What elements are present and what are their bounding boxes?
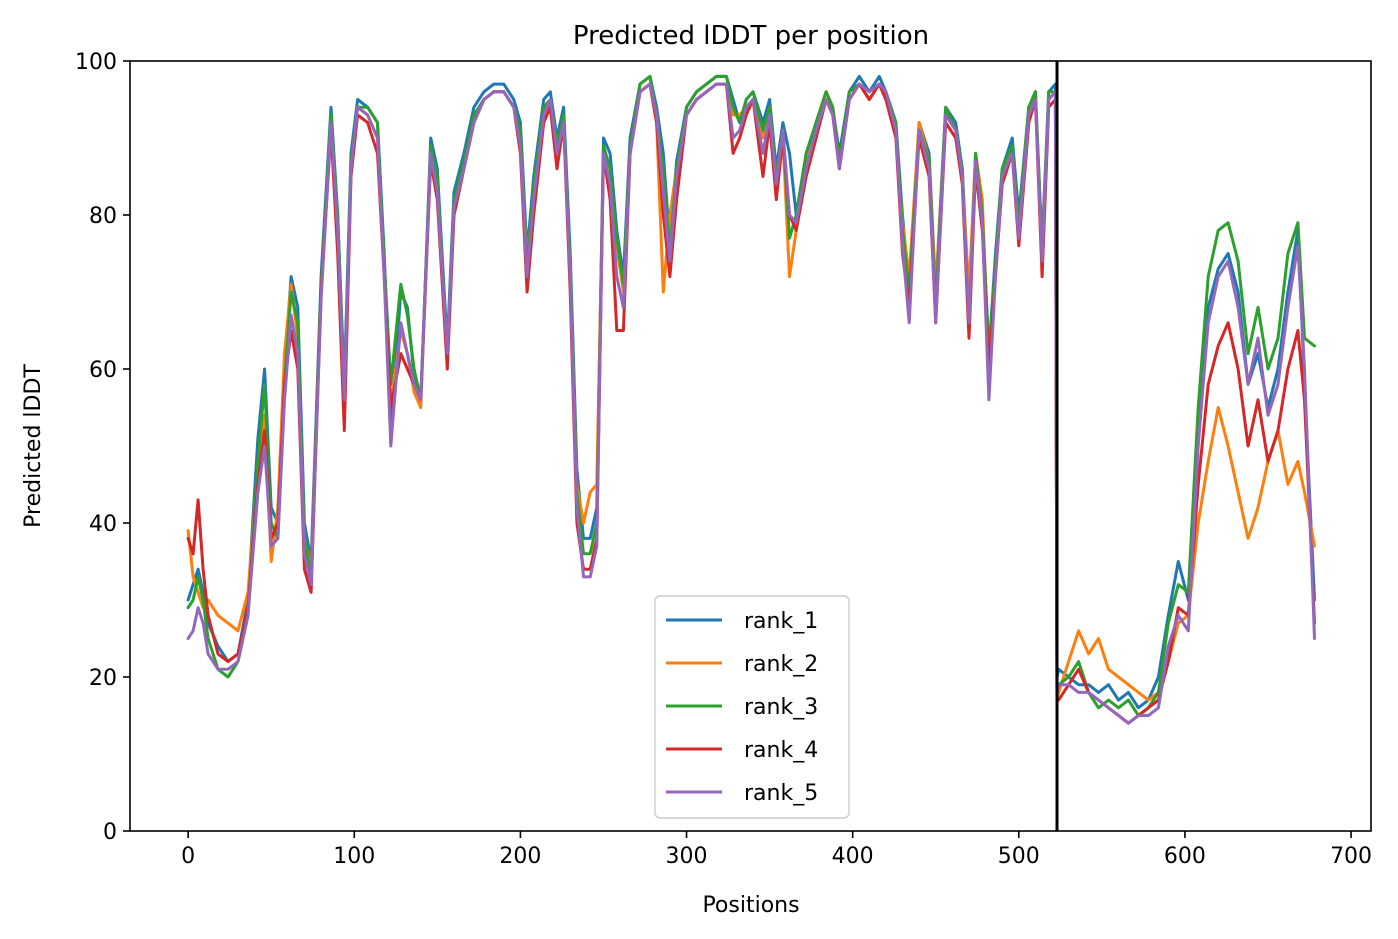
- plot-frame: [129, 60, 1372, 832]
- y-tick-label: 80: [89, 204, 117, 229]
- y-axis-ticks: 0 20 40 60 80 100: [75, 50, 130, 845]
- legend-label-rank_4: rank_4: [744, 738, 818, 763]
- x-axis-ticks: 0 100 200 300 400 500 600 700: [181, 831, 1372, 869]
- x-tick-label: 200: [499, 844, 541, 869]
- y-axis-label: Predicted lDDT: [21, 364, 46, 528]
- legend-label-rank_5: rank_5: [744, 781, 818, 806]
- y-tick-label: 100: [75, 50, 117, 75]
- legend-box: [654, 595, 850, 819]
- x-tick-label: 500: [998, 844, 1040, 869]
- chart-title: Predicted lDDT per position: [573, 21, 929, 51]
- x-tick-label: 400: [832, 844, 874, 869]
- x-tick-label: 100: [333, 844, 375, 869]
- series-line-rank_5: [186, 82, 1316, 725]
- x-tick-label: 300: [666, 844, 708, 869]
- x-tick-label: 600: [1164, 844, 1206, 869]
- legend-label-rank_3: rank_3: [744, 695, 818, 720]
- legend-label-rank_1: rank_1: [744, 609, 818, 634]
- y-tick-label: 60: [89, 358, 117, 383]
- y-tick-label: 0: [103, 820, 117, 845]
- y-tick-label: 20: [89, 666, 117, 691]
- x-tick-label: 0: [181, 844, 195, 869]
- x-axis-label: Positions: [702, 893, 799, 918]
- plot-lines: [186, 74, 1316, 725]
- legend-label-rank_2: rank_2: [744, 652, 818, 677]
- x-tick-label: 700: [1330, 844, 1372, 869]
- legend: rank_1 rank_2 rank_3 rank_4 rank_5: [654, 595, 850, 819]
- y-tick-label: 40: [89, 512, 117, 537]
